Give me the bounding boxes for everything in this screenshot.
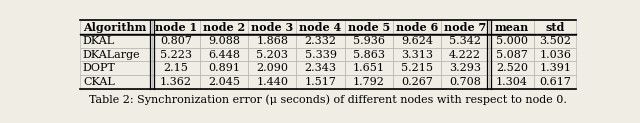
Text: Table 2: Synchronization error (μ seconds) of different nodes with respect to no: Table 2: Synchronization error (μ second… — [89, 95, 567, 105]
